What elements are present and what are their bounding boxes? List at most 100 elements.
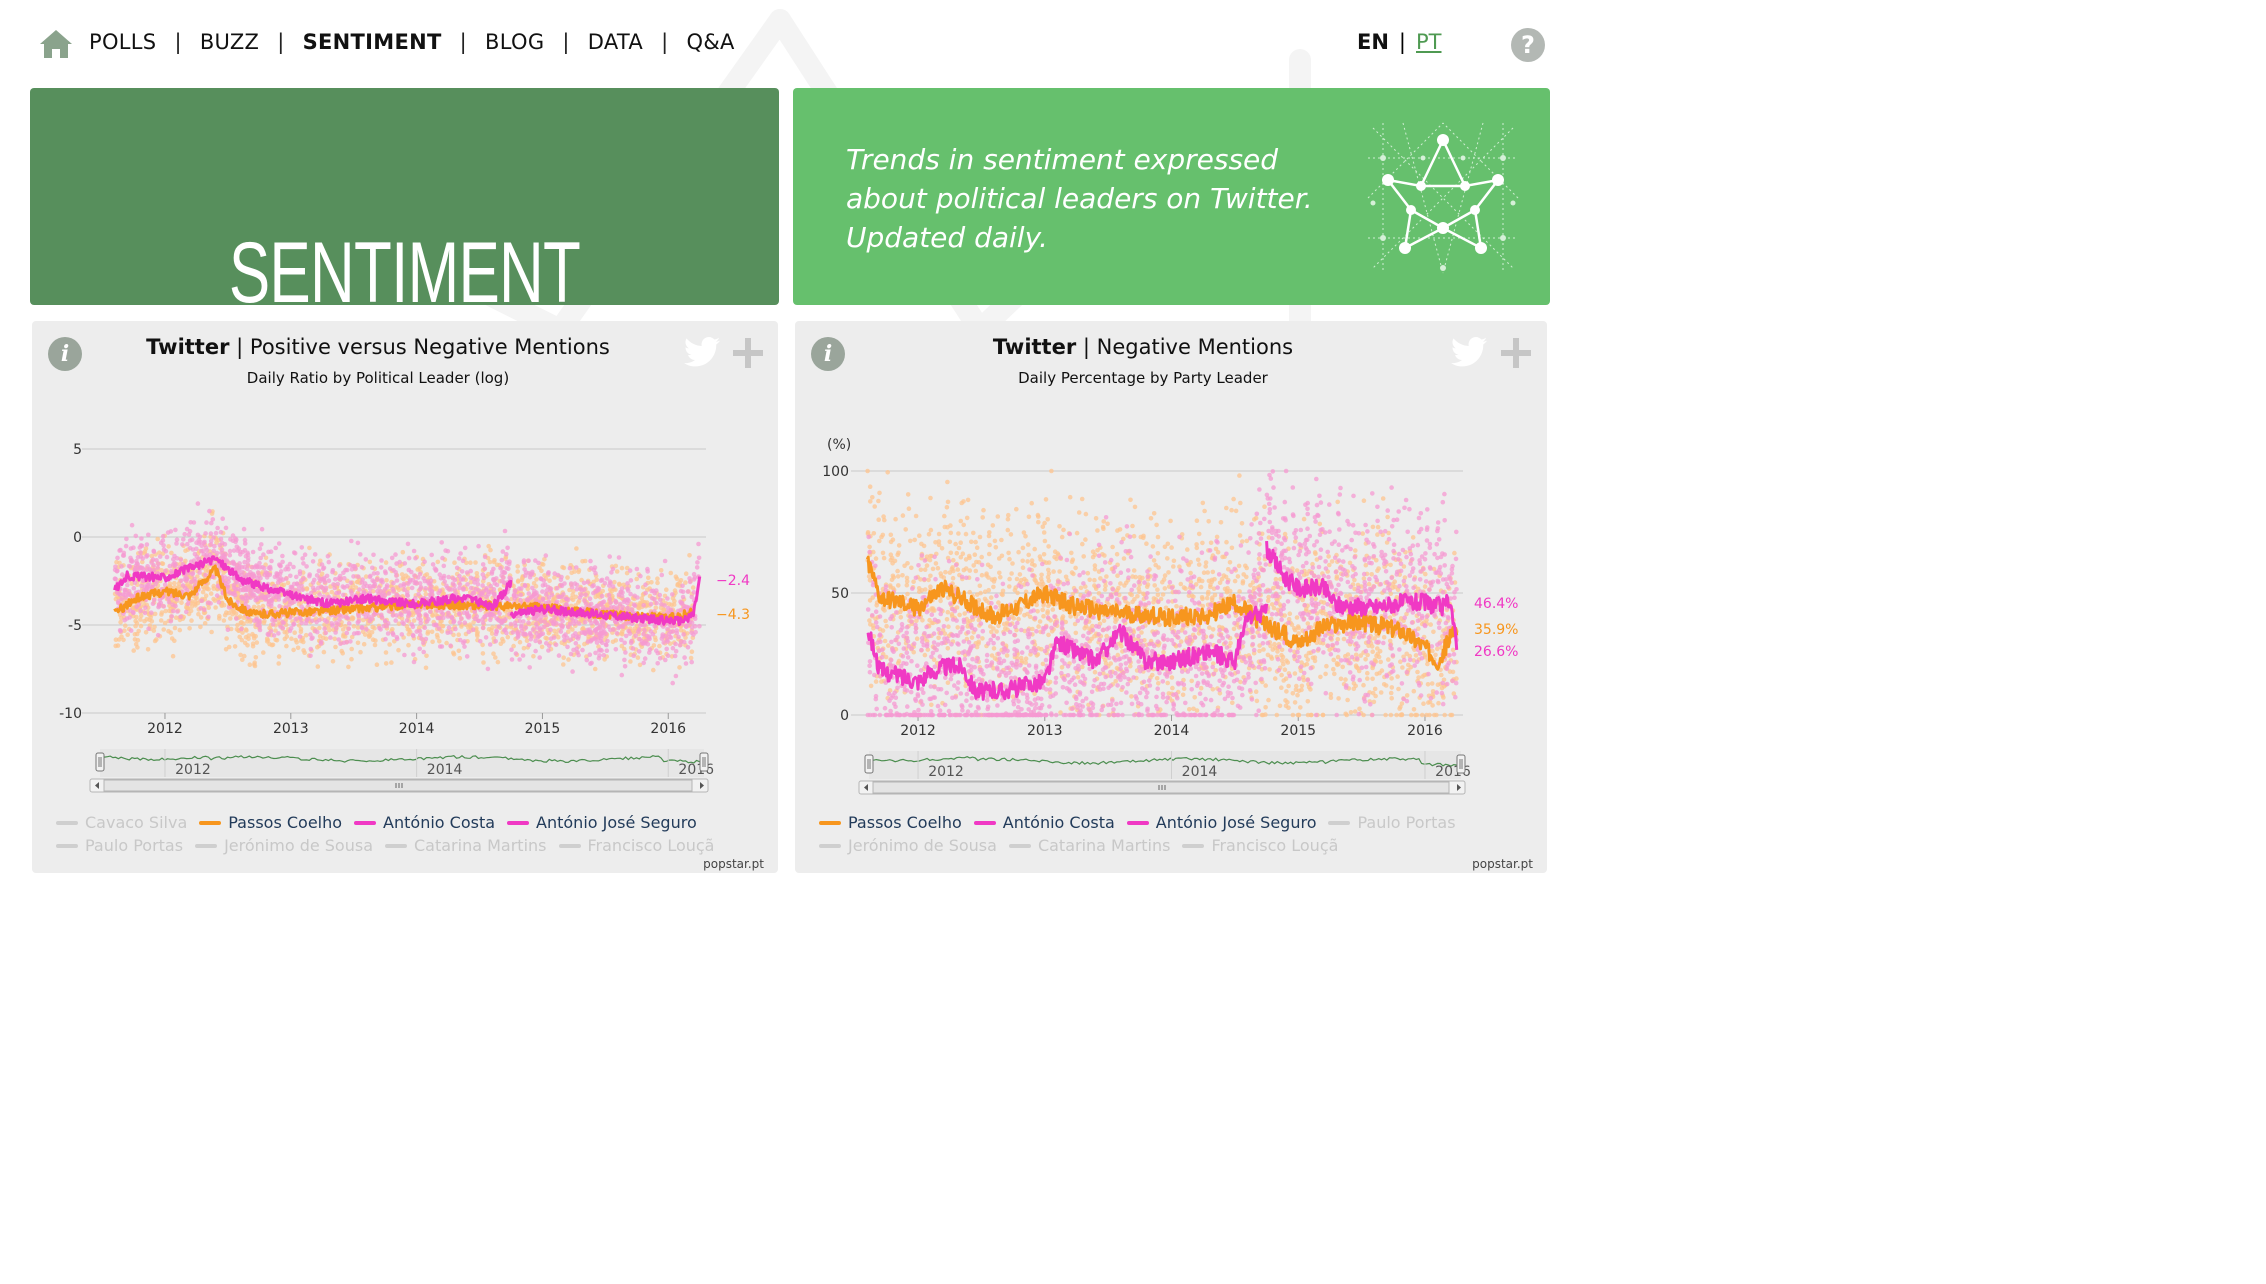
page-title: SENTIMENT — [228, 225, 581, 321]
legend-item[interactable]: Paulo Portas — [56, 836, 183, 855]
data-point — [390, 630, 396, 636]
data-point — [405, 541, 411, 547]
data-point — [641, 603, 646, 608]
data-point — [651, 643, 657, 648]
navigator-handle[interactable] — [95, 752, 105, 772]
data-point — [136, 602, 142, 607]
data-point — [259, 542, 264, 547]
data-point — [683, 580, 688, 585]
lang-en[interactable]: EN — [1357, 30, 1389, 54]
info-icon[interactable]: i — [48, 337, 82, 371]
data-point — [545, 571, 551, 576]
data-point — [400, 549, 406, 555]
data-point — [576, 621, 582, 626]
data-point — [559, 598, 565, 604]
twitter-share-icon[interactable] — [684, 337, 720, 367]
legend-item[interactable]: Jerónimo de Sousa — [195, 836, 373, 855]
data-point — [189, 604, 195, 609]
nav-item-data[interactable]: DATA — [587, 30, 644, 54]
data-point — [888, 539, 894, 545]
navigator-handle[interactable] — [699, 752, 709, 772]
data-point — [647, 636, 652, 642]
nav-item-polls[interactable]: POLLS — [89, 30, 157, 54]
data-point — [1378, 690, 1384, 695]
data-point — [417, 581, 423, 586]
nav-item-blog[interactable]: BLOG — [485, 30, 545, 54]
nav-item-buzz[interactable]: BUZZ — [199, 30, 260, 54]
twitter-share-icon[interactable] — [1451, 337, 1487, 367]
legend-item[interactable]: Cavaco Silva — [56, 813, 187, 832]
data-point — [133, 641, 139, 647]
data-point — [1165, 680, 1170, 686]
legend-item[interactable]: António Costa — [354, 813, 495, 832]
data-point — [215, 525, 220, 531]
legend-item[interactable]: Catarina Martins — [385, 836, 547, 855]
data-point — [425, 631, 431, 636]
data-point — [947, 539, 953, 545]
nav-item-q-a[interactable]: Q&A — [686, 30, 735, 54]
scrollbar-thumb[interactable] — [103, 779, 693, 792]
data-point — [423, 586, 428, 591]
data-point — [393, 552, 398, 557]
data-point — [144, 542, 150, 547]
expand-plus-icon[interactable] — [731, 336, 765, 370]
data-point — [432, 566, 438, 571]
data-point — [211, 548, 217, 554]
data-point — [185, 582, 190, 587]
data-point — [582, 558, 588, 564]
data-point — [441, 615, 446, 621]
help-icon[interactable]: ? — [1511, 28, 1545, 62]
data-point — [674, 576, 680, 581]
y-tick-label: -5 — [68, 618, 82, 634]
data-point — [158, 618, 164, 623]
legend-item[interactable]: Passos Coelho — [199, 813, 342, 832]
data-point — [183, 558, 188, 564]
data-point — [298, 629, 304, 634]
data-point — [398, 611, 403, 616]
data-point — [310, 559, 316, 564]
data-point — [470, 627, 476, 632]
data-point — [337, 617, 342, 622]
data-point — [1026, 514, 1032, 520]
lang-pt[interactable]: PT — [1416, 30, 1442, 54]
data-point — [582, 619, 588, 625]
data-point — [439, 644, 445, 649]
expand-plus-icon[interactable] — [1499, 336, 1533, 370]
nav-item-sentiment[interactable]: SENTIMENT — [302, 30, 442, 54]
data-point — [500, 549, 506, 554]
data-point — [508, 621, 514, 627]
data-point — [580, 647, 585, 653]
data-point — [166, 544, 171, 549]
data-point — [119, 615, 124, 621]
data-point — [1274, 712, 1280, 718]
data-point — [540, 562, 546, 567]
data-point — [440, 623, 445, 629]
home-icon[interactable] — [38, 28, 74, 60]
data-point — [318, 641, 324, 646]
data-point — [318, 558, 323, 564]
data-point — [986, 533, 992, 539]
data-point — [996, 623, 1001, 629]
data-point — [300, 556, 306, 561]
data-point — [1144, 541, 1149, 546]
data-point — [1317, 521, 1323, 527]
data-point — [1185, 547, 1190, 552]
data-point — [234, 537, 239, 543]
data-point — [668, 635, 674, 640]
legend-item[interactable]: Francisco Louçã — [558, 836, 714, 855]
credit-footer[interactable]: popstar.pt — [703, 857, 764, 871]
data-point — [534, 577, 539, 582]
data-point — [655, 580, 660, 586]
data-point — [653, 637, 658, 643]
data-point — [1380, 496, 1386, 501]
data-point — [351, 624, 357, 629]
data-point — [285, 580, 291, 586]
data-point — [1299, 683, 1305, 689]
legend-item[interactable]: António José Seguro — [507, 813, 697, 832]
data-point — [482, 554, 488, 560]
scatter-points — [865, 468, 1459, 718]
data-point — [367, 583, 373, 589]
data-point — [187, 538, 193, 543]
